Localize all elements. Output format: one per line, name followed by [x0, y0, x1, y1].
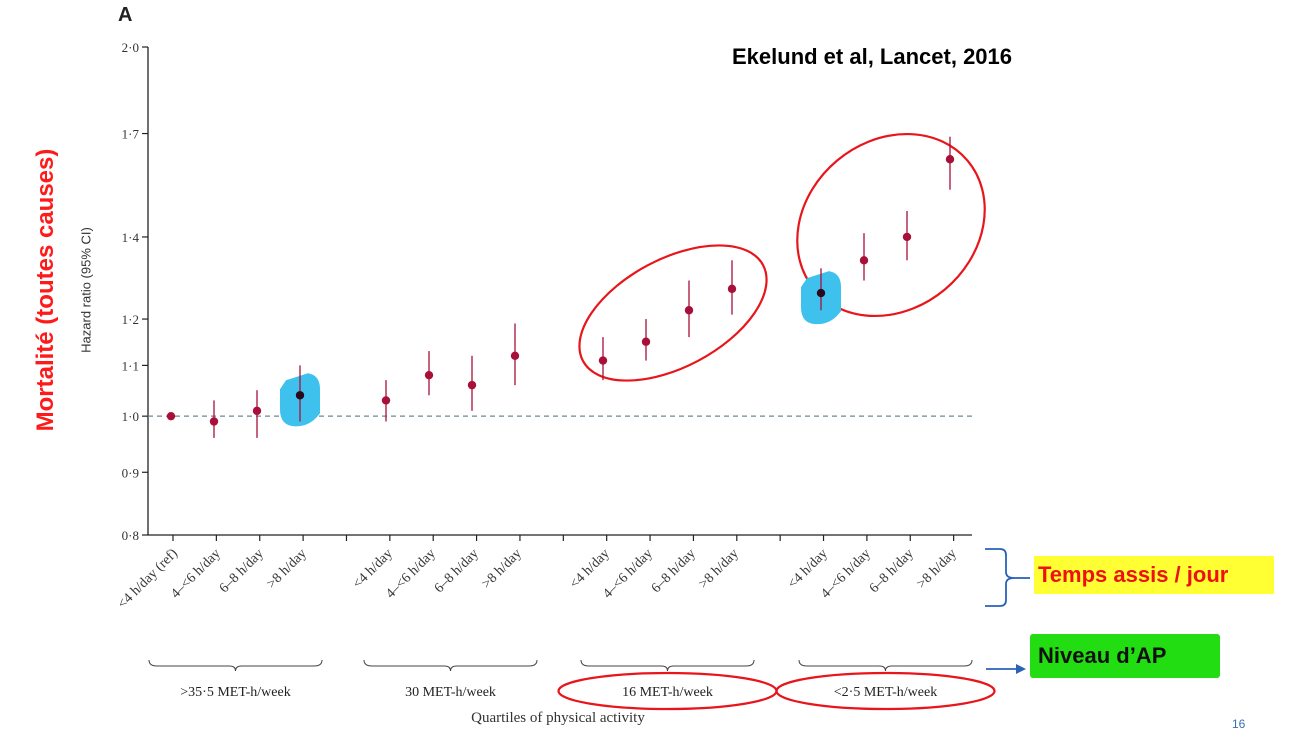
group-circle [578, 244, 768, 382]
activity-level-label: Niveau d’AP [1030, 634, 1220, 678]
activity-arrow-head [1016, 664, 1026, 674]
category-label: >8 h/day [264, 546, 310, 592]
data-point [641, 337, 651, 346]
sitting-time-label: Temps assis / jour [1034, 556, 1274, 594]
category-label: >8 h/day [479, 546, 525, 592]
y-tick-label: 1·4 [122, 230, 140, 245]
group-brace [798, 659, 973, 672]
group-brace [580, 659, 755, 672]
y-tick-label: 1·7 [122, 127, 140, 142]
data-point [209, 417, 219, 426]
group-label-circle [775, 671, 996, 711]
group-label: 16 MET-h/week [622, 685, 713, 700]
category-label: 6–8 h/day [649, 546, 699, 596]
category-label: 6–8 h/day [217, 546, 267, 596]
group-label: 30 MET-h/week [405, 685, 496, 700]
data-point [727, 284, 737, 294]
data-point [945, 155, 955, 164]
data-point [598, 356, 608, 365]
data-point [902, 232, 912, 242]
data-point [166, 411, 176, 421]
data-point [816, 288, 826, 298]
page-number: 16 [1232, 717, 1246, 731]
data-point [295, 391, 305, 400]
citation: Ekelund et al, Lancet, 2016 [732, 44, 1013, 69]
x-axis-title: Quartiles of physical activity [471, 710, 645, 726]
group-label: >35·5 MET-h/week [180, 685, 290, 700]
data-point [684, 306, 694, 315]
data-point [467, 380, 477, 390]
data-point [859, 256, 869, 265]
sitting-time-bracket [985, 548, 1015, 607]
y-axis-title: Hazard ratio (95% CI) [78, 227, 94, 353]
group-label: <2·5 MET-h/week [834, 685, 937, 700]
category-label: 6–8 h/day [867, 546, 917, 596]
group-circle [796, 132, 986, 318]
group-brace [148, 659, 323, 672]
category-label: >8 h/day [696, 546, 742, 592]
data-point [252, 406, 262, 416]
category-label: 6–8 h/day [432, 546, 482, 596]
y-tick-label: 0·8 [122, 528, 139, 543]
panel-label: A [118, 4, 133, 26]
y-tick-label: 1·2 [122, 312, 139, 327]
y-tick-label: 1·1 [122, 358, 139, 373]
mortality-annotation: Mortalité (toutes causes) [32, 148, 59, 432]
category-label: >8 h/day [914, 546, 960, 592]
y-tick-label: 1·0 [122, 409, 139, 424]
data-point [424, 370, 434, 380]
data-point [510, 351, 520, 361]
data-point [381, 396, 391, 405]
y-tick-label: 0·9 [122, 465, 139, 480]
category-label: <4 h/day (ref) [115, 546, 181, 612]
group-brace [363, 659, 538, 672]
y-tick-label: 2·0 [122, 40, 139, 55]
